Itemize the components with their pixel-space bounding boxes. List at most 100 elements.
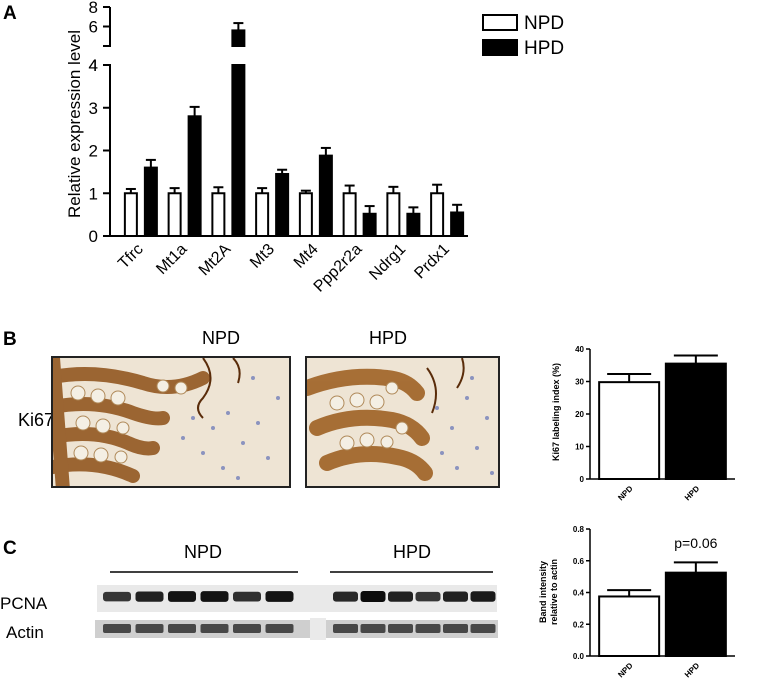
y-tick-label: 0 [89,227,98,246]
y-tick-label: 0.8 [573,525,585,534]
chart-c: 0.0 0.2 0.4 0.6 0.8 NPD HPD Band intensity relat… [538,525,735,679]
y-tick-label: 3 [89,99,98,118]
actin-band [443,624,468,633]
x-tick-label: HPD [683,484,701,502]
bar-hpd [362,212,377,238]
legend-label-hpd: HPD [524,38,564,59]
bar-npd [167,192,182,237]
bar-hpd [187,115,202,237]
blot-group-label-npd: NPD [184,542,222,562]
y-tick-label: 6 [89,18,98,37]
y-tick-label: 20 [575,410,584,419]
pcna-band [470,591,496,602]
bar-hpd [406,212,421,238]
bar-npd [298,192,313,237]
y-axis-title: Relative expression level [65,30,84,218]
x-tick-label: NPD [616,661,634,679]
y-axis-title-line1: Band intensity [538,561,548,623]
pcna-band [168,591,196,602]
y-tick-label: 0.4 [573,589,585,598]
y-tick-label: 30 [575,378,584,387]
legend-swatch-hpd [482,39,518,56]
pcna-band [388,591,413,602]
actin-band [103,624,131,633]
actin-band [388,624,413,633]
actin-band [233,624,261,633]
pcna-band [135,591,164,602]
bar-hpd [664,571,727,657]
bar-hpd [231,64,246,237]
micrograph-npd-art [53,358,289,486]
bar-npd [386,192,401,237]
panel-letter-a: A [3,3,17,24]
actin-band [168,624,196,633]
bar-npd [255,192,270,237]
y-tick-label: 0 [580,475,585,484]
row-label-pcna: PCNA [0,594,48,613]
y-tick-label: 4 [89,56,98,75]
pcna-band [265,591,294,602]
micrograph-hpd-art [307,358,498,486]
y-tick-label: 10 [575,443,584,452]
micrograph-hpd [305,356,500,488]
row-label-ki67: Ki67 [18,410,54,430]
x-tick-label: Ppp2r2a [311,241,366,296]
legend-a: NPD HPD [482,13,564,59]
micrograph-npd [51,356,291,488]
pcna-band [333,591,358,602]
bar-hpd [143,166,158,238]
micrograph-title-hpd: HPD [369,328,407,348]
y-tick-label: 0.2 [573,620,585,629]
pcna-band [103,591,131,602]
blot-group-label-hpd: HPD [393,542,431,562]
bar-npd [211,192,226,237]
x-tick-label: Tfrc [115,241,146,272]
y-axis-title: Ki67 labeling index (%) [551,363,561,461]
x-tick-label: Mt1a [153,241,190,278]
bar-hpd [664,362,727,480]
panel-letter-b: B [3,329,17,350]
x-tick-label: Mt3 [247,241,278,272]
x-tick-label: NPD [616,484,634,502]
y-tick-label: 0.6 [573,557,585,566]
actin-band [265,624,294,633]
western-blots [95,585,498,640]
pcna-band [360,591,386,602]
y-tick-label: 8 [89,0,98,17]
y-tick-label: 40 [575,345,584,354]
row-label-actin: Actin [6,623,44,642]
x-tick-label: Ndrg1 [366,241,409,284]
bar-npd [123,192,138,237]
x-tick-label: HPD [683,661,701,679]
pcna-band [200,591,229,602]
actin-band [360,624,386,633]
actin-band [470,624,496,633]
blot-strip-gap [310,618,326,640]
actin-band [333,624,358,633]
y-tick-label: 0.0 [573,652,585,661]
bar-npd [342,192,357,237]
p-value-annotation: p=0.06 [674,535,717,551]
actin-band [415,624,441,633]
y-axis-title-line2: relative to actin [549,559,559,625]
bar-npd [430,192,445,237]
y-tick-label: 2 [89,142,98,161]
y-tick-label: 4 [89,56,98,75]
pcna-band [443,591,468,602]
chart-b: 0 10 20 30 40 NPD HPD Ki67 labeling index (%) [551,345,735,502]
legend-swatch-npd [482,14,518,31]
bar-hpd [450,211,465,238]
micrograph-title-npd: NPD [202,328,240,348]
x-tick-label: Mt2A [196,241,235,280]
actin-band [135,624,164,633]
x-tick-label: Mt4 [291,241,322,272]
x-tick-label: Prdx1 [411,241,453,283]
pcna-band [415,591,441,602]
bar-hpd-upper [231,29,246,47]
bar-hpd [275,173,290,237]
y-tick-label: 1 [89,184,98,203]
actin-band [200,624,229,633]
bar-npd [598,595,661,657]
